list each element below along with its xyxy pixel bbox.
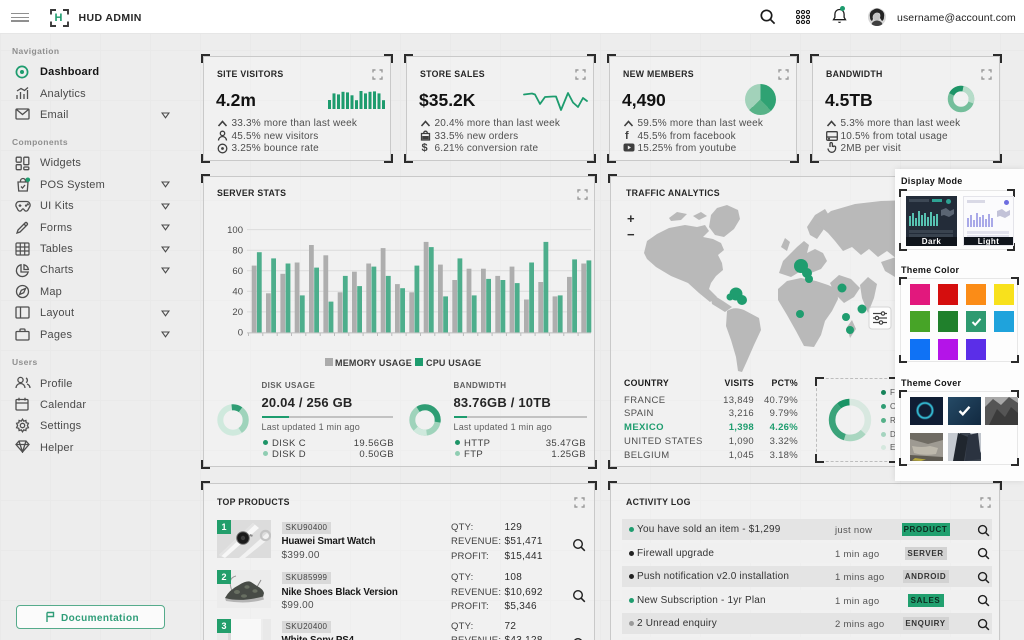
svg-text:60: 60 xyxy=(232,266,243,277)
svg-text:40: 40 xyxy=(232,287,243,298)
svg-text:80: 80 xyxy=(232,246,243,257)
svg-text:20: 20 xyxy=(232,307,243,318)
svg-text:0: 0 xyxy=(238,328,243,339)
svg-text:100: 100 xyxy=(227,225,243,236)
